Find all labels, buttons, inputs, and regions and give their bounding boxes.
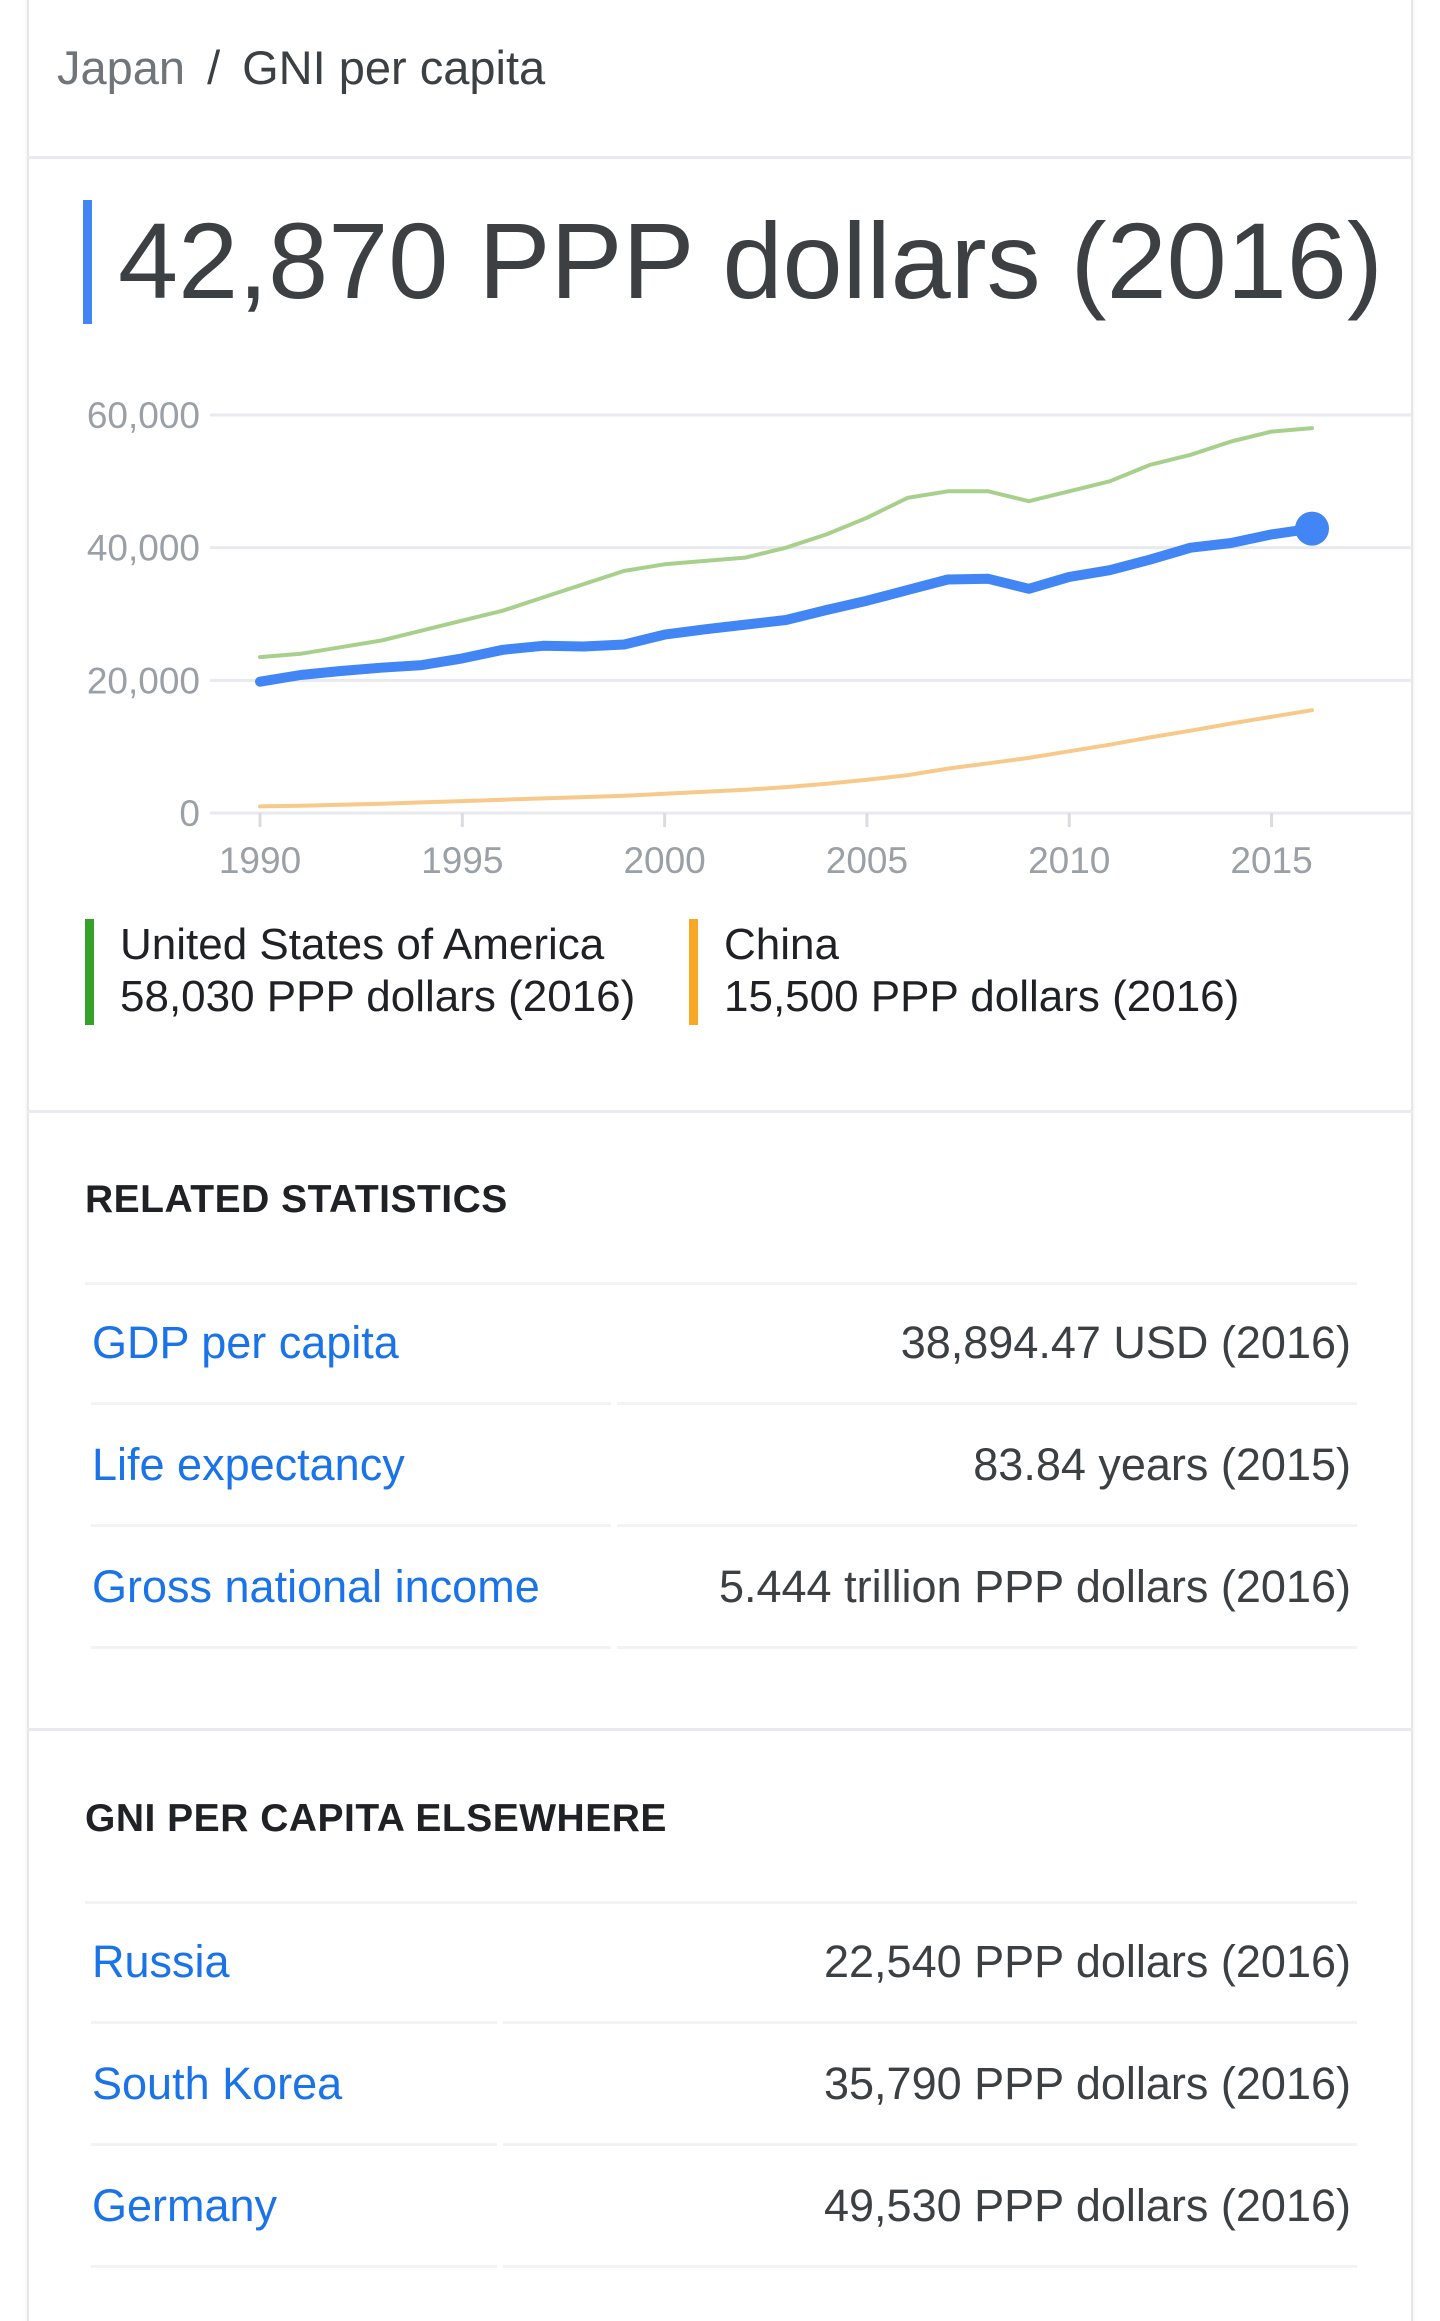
row-divider bbox=[91, 2143, 497, 2146]
row-divider bbox=[617, 1402, 1357, 1405]
row-divider bbox=[91, 1524, 611, 1527]
legend-swatch-united-states bbox=[85, 919, 94, 1025]
breadcrumb-current: GNI per capita bbox=[242, 41, 546, 94]
germany-value: 49,530 PPP dollars (2016) bbox=[823, 2180, 1351, 2231]
legend-value-united-states: 58,030 PPP dollars (2016) bbox=[120, 972, 636, 1021]
row-divider bbox=[617, 1524, 1357, 1527]
legend-swatch-china bbox=[689, 919, 698, 1025]
related-row-life-expectancy: Life expectancy 83.84 years (2015) bbox=[85, 1407, 1357, 1529]
related-statistics-title: RELATED STATISTICS bbox=[85, 1178, 508, 1221]
row-divider bbox=[91, 2265, 497, 2268]
elsewhere-row-south-korea: South Korea 35,790 PPP dollars (2016) bbox=[85, 2026, 1357, 2148]
row-divider bbox=[503, 2021, 1357, 2024]
x-tick-label: 2010 bbox=[1028, 840, 1110, 881]
x-tick-label: 1995 bbox=[421, 840, 503, 881]
russia-link[interactable]: Russia bbox=[92, 1936, 230, 1987]
gdp-per-capita-link[interactable]: GDP per capita bbox=[92, 1317, 399, 1368]
russia-value: 22,540 PPP dollars (2016) bbox=[823, 1936, 1351, 1987]
chart-series bbox=[255, 426, 1329, 809]
chart-axes: 0 20,000 40,000 60,000 1990 1995 2000 2005 2010 2… bbox=[87, 395, 1313, 881]
related-row-gdp-per-capita: GDP per capita 38,894.47 USD (2016) bbox=[85, 1282, 1357, 1407]
row-divider bbox=[503, 2143, 1357, 2146]
y-tick-label: 20,000 bbox=[87, 660, 200, 701]
gross-national-income-link[interactable]: Gross national income bbox=[92, 1561, 540, 1612]
x-tick-label: 2000 bbox=[623, 840, 705, 881]
x-tick-label: 2015 bbox=[1230, 840, 1312, 881]
legend-name-united-states: United States of America bbox=[120, 920, 605, 969]
series-line-china[interactable] bbox=[258, 708, 1314, 809]
row-divider bbox=[91, 2021, 497, 2024]
related-row-gross-national-income: Gross national income 5.444 trillion PPP… bbox=[85, 1529, 1357, 1651]
elsewhere-row-russia: Russia 22,540 PPP dollars (2016) bbox=[85, 1901, 1357, 2026]
header-divider bbox=[27, 156, 1413, 159]
life-expectancy-value: 83.84 years (2015) bbox=[973, 1439, 1351, 1490]
headline-value: 42,870 PPP dollars (2016) bbox=[118, 200, 1383, 321]
y-tick-label: 0 bbox=[179, 793, 200, 834]
elsewhere-title: GNI PER CAPITA ELSEWHERE bbox=[85, 1797, 667, 1840]
gni-line-chart[interactable]: 0 20,000 40,000 60,000 1990 1995 2000 2005 2010 2… bbox=[0, 0, 1440, 900]
breadcrumb-root-link[interactable]: Japan bbox=[57, 41, 186, 94]
y-tick-label: 60,000 bbox=[87, 395, 200, 436]
south-korea-link[interactable]: South Korea bbox=[92, 2058, 343, 2109]
row-divider bbox=[85, 1282, 1357, 1285]
row-divider bbox=[91, 1402, 611, 1405]
breadcrumb-separator: / bbox=[207, 41, 221, 94]
chart-section-divider bbox=[27, 1110, 1413, 1113]
row-divider bbox=[91, 1646, 611, 1649]
elsewhere-row-germany: Germany 49,530 PPP dollars (2016) bbox=[85, 2148, 1357, 2270]
row-divider bbox=[617, 1646, 1357, 1649]
row-divider bbox=[85, 1901, 1357, 1904]
related-section-divider bbox=[27, 1728, 1413, 1731]
gross-national-income-value: 5.444 trillion PPP dollars (2016) bbox=[718, 1561, 1351, 1612]
row-divider bbox=[503, 2265, 1357, 2268]
headline-accent-bar bbox=[83, 200, 92, 324]
gdp-per-capita-value: 38,894.47 USD (2016) bbox=[900, 1317, 1351, 1368]
result-card bbox=[27, 0, 1413, 2321]
germany-link[interactable]: Germany bbox=[92, 2180, 278, 2231]
breadcrumb: Japan / GNI per capita bbox=[57, 38, 545, 98]
series-line-japan[interactable] bbox=[255, 523, 1317, 687]
series-line-united-states-of-america[interactable] bbox=[258, 426, 1314, 660]
y-tick-label: 40,000 bbox=[87, 528, 200, 569]
x-tick-label: 1990 bbox=[219, 840, 301, 881]
series-endpoint-japan[interactable] bbox=[1295, 511, 1329, 546]
legend-value-china: 15,500 PPP dollars (2016) bbox=[724, 972, 1240, 1021]
legend-name-china: China bbox=[724, 920, 839, 969]
south-korea-value: 35,790 PPP dollars (2016) bbox=[823, 2058, 1351, 2109]
x-tick-label: 2005 bbox=[826, 840, 908, 881]
life-expectancy-link[interactable]: Life expectancy bbox=[92, 1439, 405, 1490]
